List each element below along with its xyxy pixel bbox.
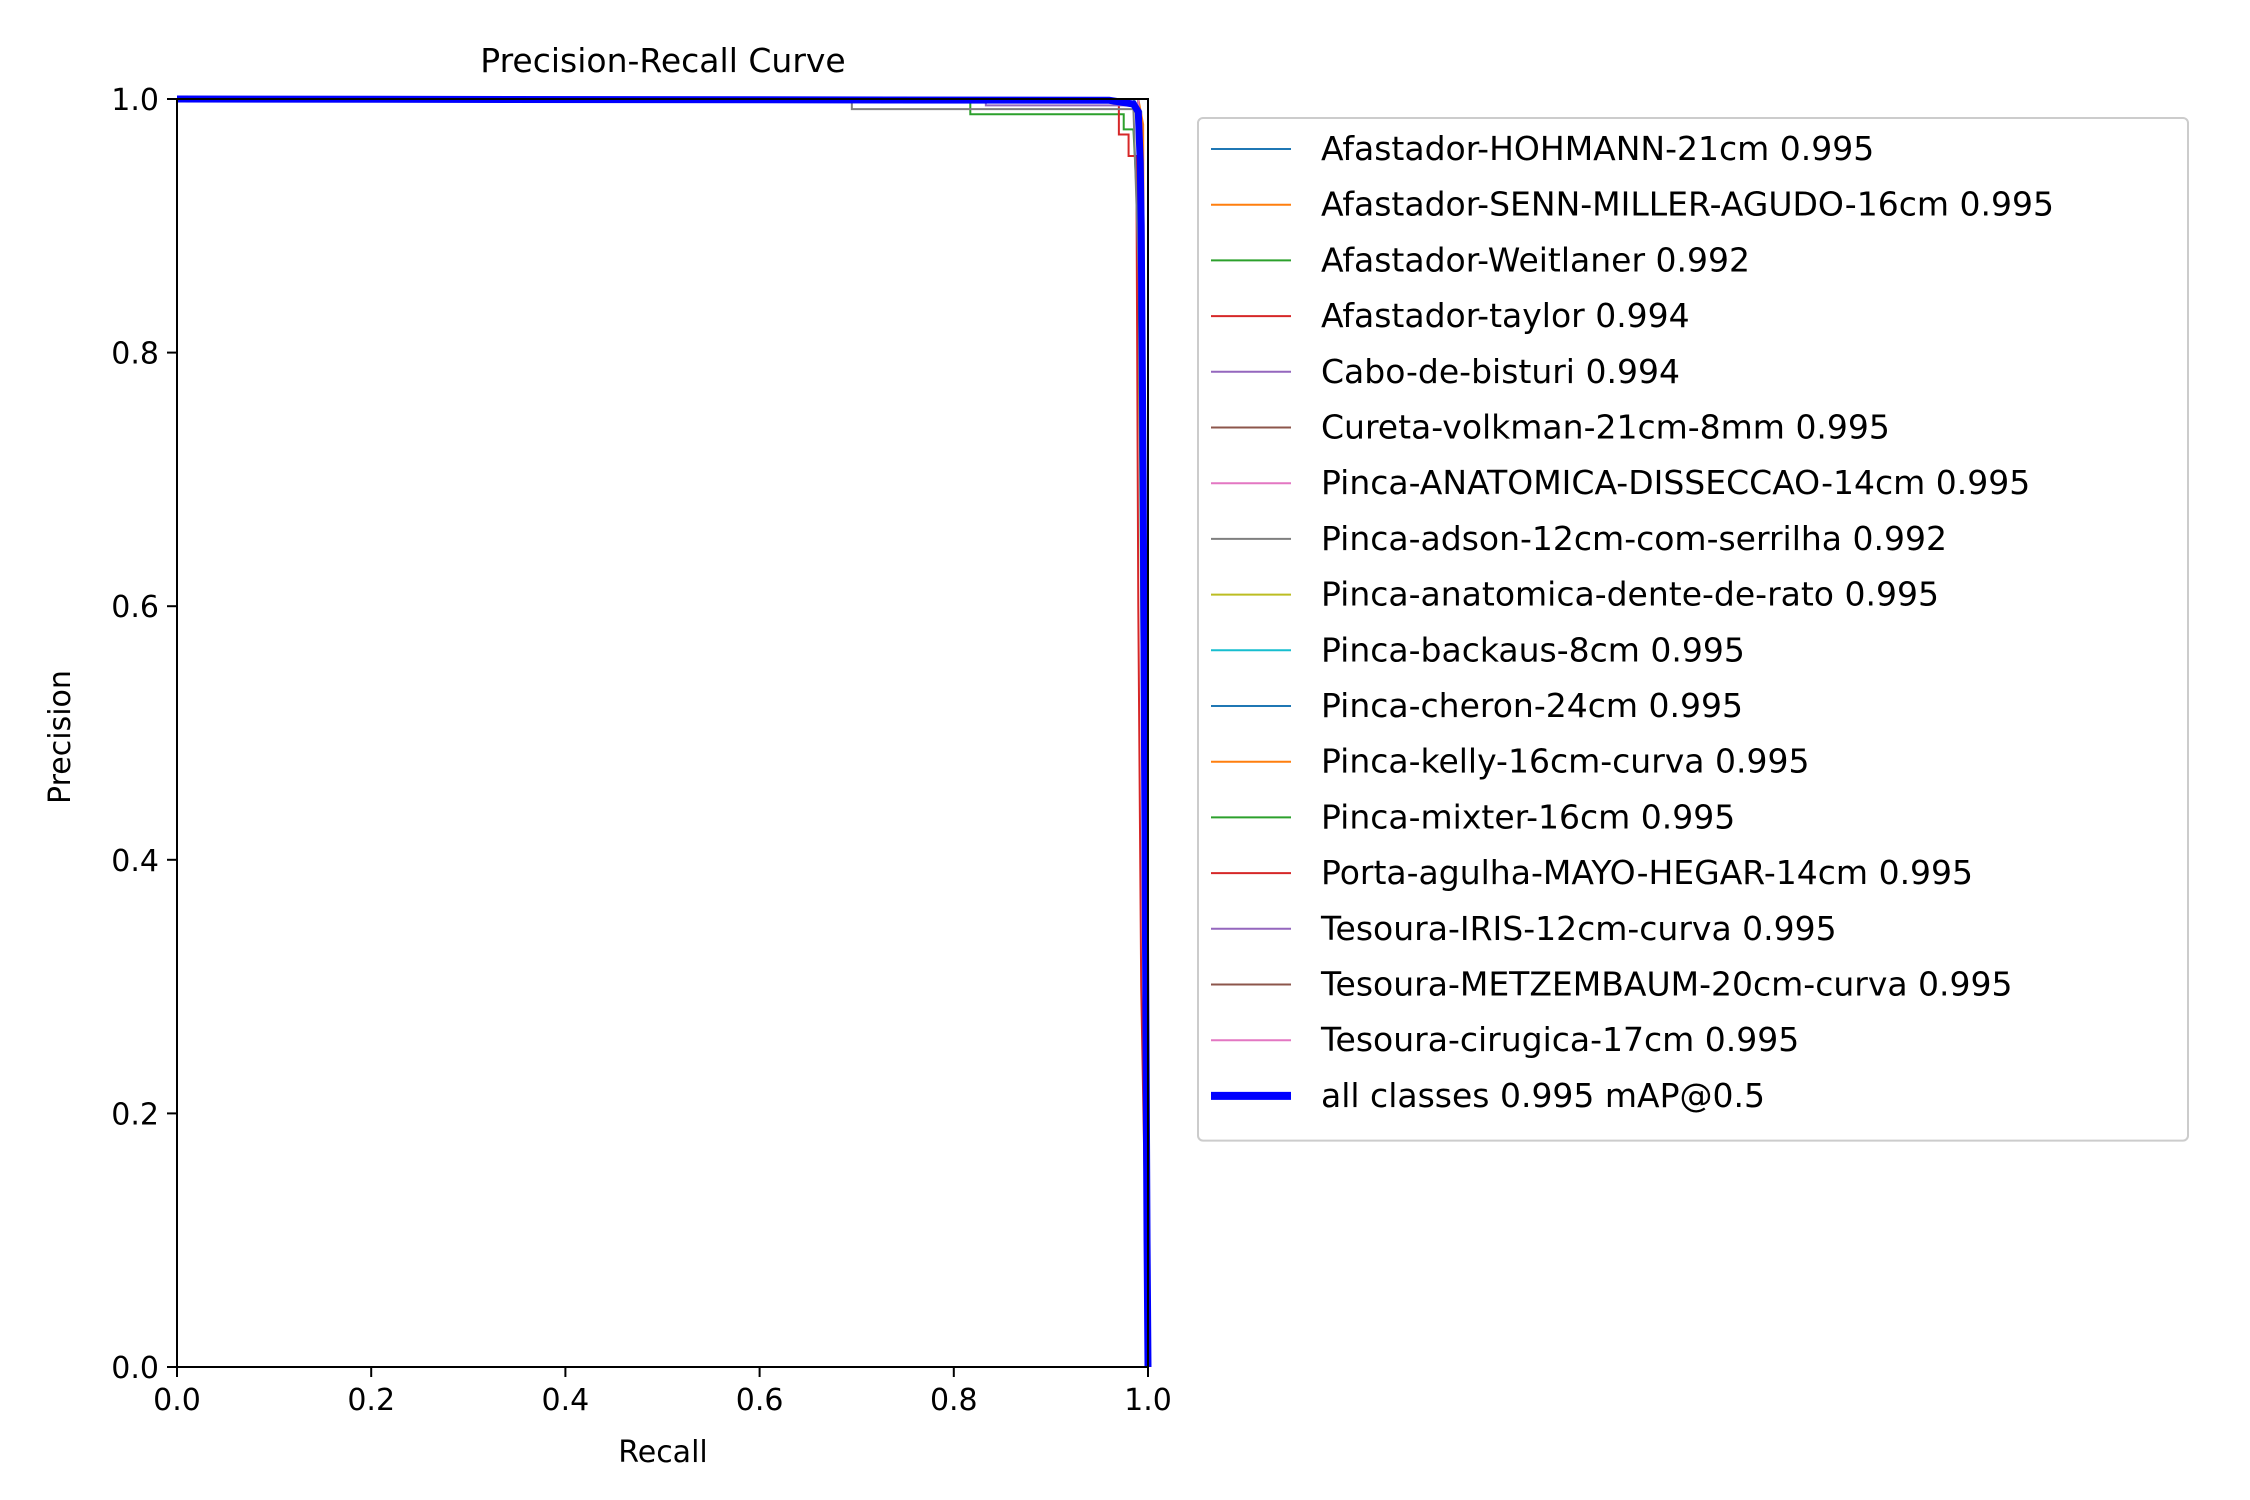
legend: Afastador-HOHMANN-21cm 0.995 Afastador-SE…: [1197, 117, 2189, 1142]
series-line-18: [177, 95, 1152, 1368]
legend-entry-label: Tesoura-METZEMBAUM-20cm-curva 0.995: [1320, 965, 2013, 1004]
legend-entry-label: Pinca-anatomica-dente-de-rato 0.995: [1321, 575, 1939, 614]
legend-entry-label: Cureta-volkman-21cm-8mm 0.995: [1321, 408, 1890, 447]
legend-entry-label: Pinca-adson-12cm-com-serrilha 0.992: [1321, 519, 1947, 558]
legend-entry-label: all classes 0.995 mAP@0.5: [1321, 1076, 1765, 1115]
x-tick-label: 0.2: [347, 1383, 395, 1418]
legend-entry-label: Afastador-taylor 0.994: [1321, 296, 1690, 335]
x-axis-label: Recall: [618, 1435, 708, 1470]
y-tick-label: 0.0: [111, 1351, 159, 1386]
legend-entry-label: Pinca-cheron-24cm 0.995: [1321, 686, 1743, 725]
x-tick-label: 0.6: [736, 1383, 784, 1418]
plot-area: [177, 95, 1152, 1368]
series-line-5: [177, 98, 1149, 1368]
legend-entry-label: Cabo-de-bisturi 0.994: [1321, 352, 1680, 391]
series-line-14: [177, 98, 1149, 1368]
x-tick-label: 1.0: [1124, 1383, 1172, 1418]
legend-entry-label: Pinca-backaus-8cm 0.995: [1321, 630, 1745, 669]
series-line-1: [177, 98, 1149, 1368]
legend-entry-label: Tesoura-cirugica-17cm 0.995: [1320, 1020, 1799, 1059]
series-line-15: [177, 98, 1149, 1368]
series-line-9: [177, 98, 1149, 1368]
plot-frame: [176, 98, 1149, 1368]
series-line-16: [177, 98, 1149, 1368]
legend-entry-label: Afastador-HOHMANN-21cm 0.995: [1321, 129, 1874, 168]
y-tick-label: 1.0: [111, 83, 159, 118]
legend-entry-label: Afastador-SENN-MILLER-AGUDO-16cm 0.995: [1321, 185, 2054, 224]
legend-entry-label: Pinca-ANATOMICA-DISSECCAO-14cm 0.995: [1321, 463, 2030, 502]
x-tick-label: 0.0: [153, 1383, 201, 1418]
legend-entry-label: Pinca-kelly-16cm-curva 0.995: [1321, 742, 1810, 781]
series-line-6: [177, 98, 1149, 1368]
legend-entry-label: Tesoura-IRIS-12cm-curva 0.995: [1320, 909, 1837, 948]
x-tick-label: 0.8: [930, 1383, 978, 1418]
y-axis-label: Precision: [43, 670, 78, 804]
series-line-8: [177, 98, 1149, 1368]
y-tick-label: 0.8: [111, 337, 159, 372]
series-line-13: [177, 98, 1149, 1368]
chart-title: Precision-Recall Curve: [480, 41, 845, 80]
series-line-2: [177, 98, 1149, 1368]
x-tick-label: 0.4: [542, 1383, 590, 1418]
legend-entry-label: Pinca-mixter-16cm 0.995: [1321, 797, 1735, 836]
y-tick-label: 0.2: [111, 1097, 159, 1132]
series-line-17: [177, 98, 1149, 1368]
axes: 0.0 0.2 0.4 0.6 0.8 1.0 0.0 0.2 0.4 0.6 0.8 1.0: [111, 83, 1172, 1418]
y-tick-label: 0.6: [111, 590, 159, 625]
legend-entry-label: Porta-agulha-MAYO-HEGAR-14cm 0.995: [1321, 853, 1973, 892]
series-line-11: [177, 98, 1149, 1368]
series-line-7: [177, 98, 1149, 1368]
series-line-12: [177, 98, 1149, 1368]
series-line-10: [177, 98, 1149, 1368]
legend-entry-label: Afastador-Weitlaner 0.992: [1321, 240, 1750, 279]
y-tick-label: 0.4: [111, 844, 159, 879]
series-line-4: [177, 98, 1149, 1368]
series-line-3: [177, 98, 1149, 1368]
legend-box: [1197, 117, 2189, 1142]
